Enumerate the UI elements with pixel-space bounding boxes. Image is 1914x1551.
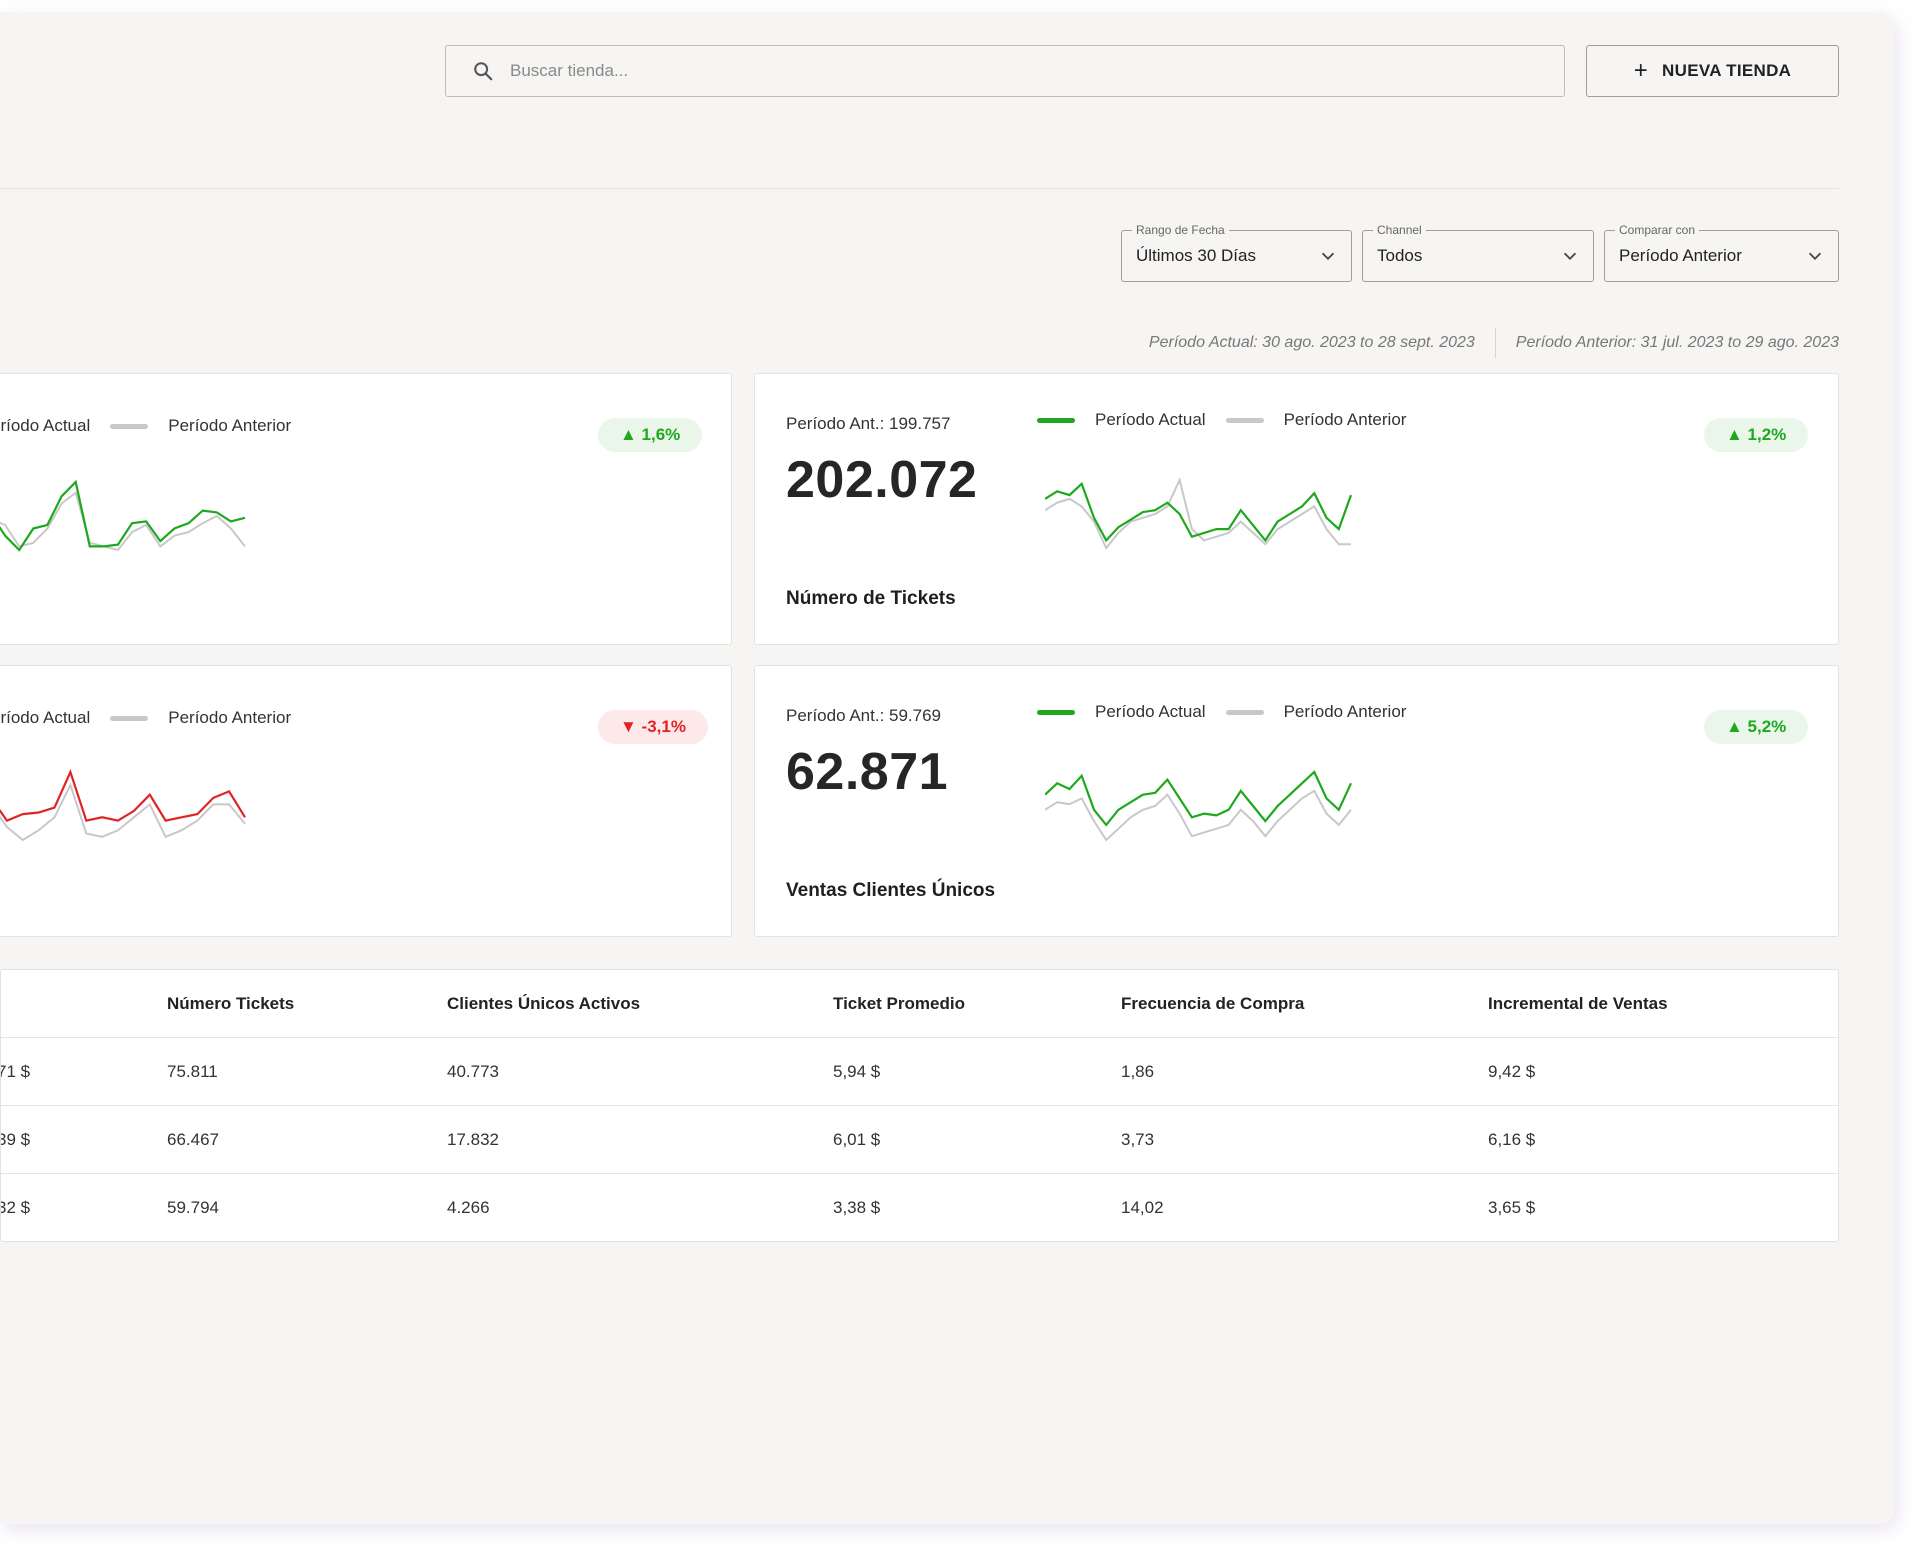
channel-select[interactable]: Channel Todos <box>1362 222 1594 282</box>
legend-previous-label: Período Anterior <box>168 708 292 727</box>
column-header[interactable]: Clientes Únicos Activos <box>447 994 641 1013</box>
table-cell: 75.811 <box>167 1062 218 1081</box>
kpi-value: 202.072 <box>786 451 978 509</box>
current-period-text: Período Actual: 30 ago. 2023 to 28 sept.… <box>1148 334 1475 351</box>
table-cell: 14,02 <box>1121 1198 1164 1217</box>
column-header[interactable]: Ticket Promedio <box>833 994 965 1013</box>
table-cell: 3,38 $ <box>833 1198 881 1217</box>
card-legend: eríodo Actual Período Anterior <box>0 708 311 728</box>
column-header[interactable]: Número Tickets <box>167 994 295 1013</box>
table-cell: 3,65 $ <box>1488 1198 1536 1217</box>
legend-current-swatch <box>1037 709 1075 715</box>
chevron-down-icon <box>1563 252 1577 260</box>
previous-period-line <box>1045 477 1351 550</box>
table-row[interactable]: 32 $ 59.794 4.266 3,38 $ 14,02 3,65 $ <box>0 1174 1838 1241</box>
plus-icon: + <box>1633 57 1649 84</box>
date-range-select[interactable]: Rango de Fecha Últimos 30 Días <box>1121 222 1352 282</box>
chevron-down-icon <box>1808 252 1822 260</box>
kpi-value: 62.871 <box>786 743 949 801</box>
table-cell: 40.773 <box>447 1062 499 1081</box>
table-cell: 71 $ <box>0 1062 31 1081</box>
sparkline <box>0 768 246 842</box>
channel-value: Todos <box>1377 246 1423 265</box>
stores-table: Número Tickets Clientes Únicos Activos T… <box>0 969 1839 1242</box>
table-row[interactable]: 39 $ 66.467 17.832 6,01 $ 3,73 6,16 $ <box>1 1106 1838 1174</box>
current-period-line <box>0 768 246 822</box>
kpi-card-unique-customers: Período Ant.: 59.769 Período Actual Perí… <box>754 665 1839 937</box>
table-cell: 32 $ <box>0 1198 31 1217</box>
date-range-label: Rango de Fecha <box>1132 222 1229 238</box>
new-store-button[interactable]: + NUEVA TIENDA <box>1586 45 1839 97</box>
legend-current-label: Período Actual <box>1095 410 1206 429</box>
previous-value-label: Período Ant.: 199.757 <box>786 414 951 433</box>
table-header-row: Número Tickets Clientes Únicos Activos T… <box>1 970 1838 1038</box>
legend-previous-swatch <box>110 423 149 429</box>
period-separator <box>1494 328 1496 358</box>
legend-previous-label: Período Anterior <box>1283 702 1407 721</box>
previous-period-line <box>0 782 246 842</box>
column-header[interactable]: Frecuencia de Compra <box>1121 994 1305 1013</box>
compare-with-value: Período Anterior <box>1619 246 1742 265</box>
legend-previous-swatch <box>1225 417 1264 423</box>
legend-previous-swatch <box>110 715 149 721</box>
table-cell: 4.266 <box>447 1198 490 1217</box>
current-period-line <box>0 479 246 552</box>
table-cell: 66.467 <box>167 1130 219 1149</box>
search-icon <box>474 62 493 81</box>
table-cell: 5,94 $ <box>833 1062 881 1081</box>
previous-value-label: Período Ant.: 59.769 <box>786 706 942 725</box>
card-legend: Período Actual Período Anterior <box>1037 702 1426 722</box>
previous-period-line <box>1045 789 1352 842</box>
date-range-value: Últimos 30 Días <box>1136 246 1256 265</box>
legend-current-label: eríodo Actual <box>0 708 91 727</box>
table-cell: 39 $ <box>0 1130 31 1149</box>
sparkline <box>0 479 246 552</box>
legend-previous-swatch <box>1225 709 1264 715</box>
chevron-down-icon <box>1321 252 1335 260</box>
change-badge: ▲ 1,2% <box>1704 418 1809 452</box>
change-badge: ▲ 1,6% <box>598 418 703 452</box>
compare-with-label: Comparar con <box>1615 222 1700 238</box>
table-cell: 17.832 <box>447 1130 499 1149</box>
kpi-card-left-top: eríodo Actual Período Anterior ▲ 1,6% <box>0 373 732 645</box>
table-cell: 9,42 $ <box>1488 1062 1536 1081</box>
table-row[interactable]: 71 $ 75.811 40.773 5,94 $ 1,86 9,42 $ <box>1 1038 1838 1106</box>
sparkline <box>1045 477 1353 550</box>
search-input[interactable] <box>510 61 1564 81</box>
current-period-line <box>1045 481 1353 543</box>
change-badge: ▲ 5,2% <box>1704 710 1809 744</box>
kpi-title: Ventas Clientes Únicos <box>786 880 996 901</box>
table-cell: 59.794 <box>167 1198 219 1217</box>
previous-period-line <box>0 491 246 552</box>
legend-current-swatch <box>1037 417 1075 423</box>
period-info: Período Actual: 30 ago. 2023 to 28 sept.… <box>1149 328 1839 358</box>
legend-current-label: eríodo Actual <box>0 416 91 435</box>
table-cell: 1,86 <box>1121 1062 1155 1081</box>
table-cell: 6,01 $ <box>833 1130 881 1149</box>
legend-previous-label: Período Anterior <box>1283 410 1407 429</box>
table-cell: 6,16 $ <box>1488 1130 1536 1149</box>
column-header[interactable]: Incremental de Ventas <box>1488 994 1668 1013</box>
previous-period-text: Período Anterior: 31 jul. 2023 to 29 ago… <box>1515 334 1839 351</box>
legend-previous-label: Período Anterior <box>168 416 292 435</box>
legend-current-label: Período Actual <box>1095 702 1206 721</box>
kpi-card-left-bottom: eríodo Actual Período Anterior ▼ -3,1% <box>0 665 732 937</box>
card-legend: Período Actual Período Anterior <box>1037 410 1426 430</box>
compare-with-select[interactable]: Comparar con Período Anterior <box>1604 222 1839 282</box>
card-legend: eríodo Actual Período Anterior <box>0 416 311 436</box>
search-bar[interactable] <box>445 45 1565 97</box>
current-period-line <box>1045 770 1352 827</box>
change-badge: ▼ -3,1% <box>598 710 708 744</box>
new-store-label: NUEVA TIENDA <box>1662 61 1792 80</box>
table-cell: 3,73 <box>1121 1130 1155 1149</box>
kpi-card-tickets: Período Ant.: 199.757 Período Actual Per… <box>754 373 1839 645</box>
sparkline <box>1045 770 1352 842</box>
channel-label: Channel <box>1373 222 1426 238</box>
kpi-title: Número de Tickets <box>786 588 956 609</box>
header-divider <box>0 188 1839 189</box>
app-frame: + NUEVA TIENDA Rango de Fecha Últimos 30… <box>0 12 1894 1524</box>
